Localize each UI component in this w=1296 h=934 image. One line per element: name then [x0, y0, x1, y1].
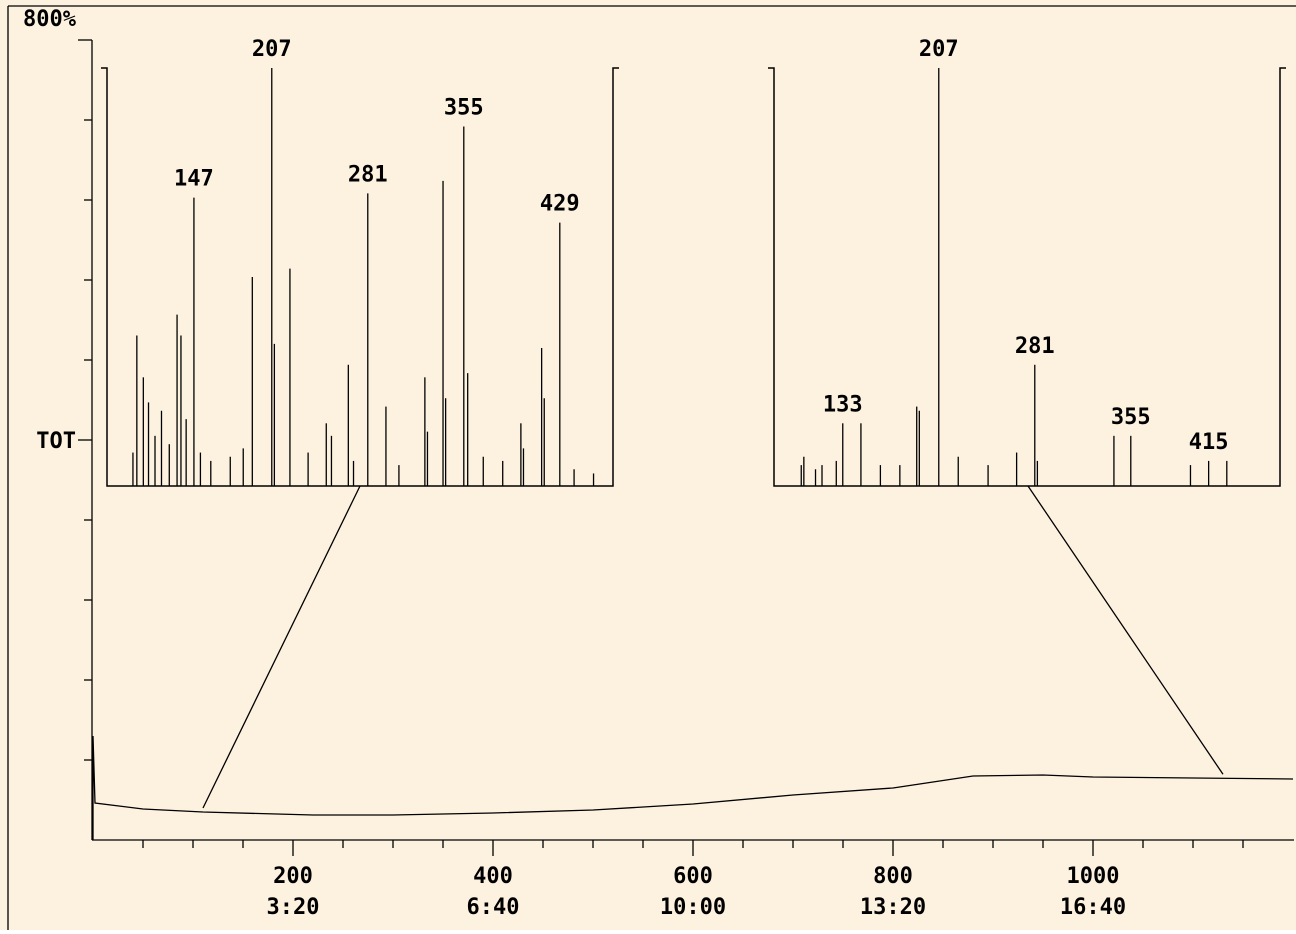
peak-label: 207 [252, 37, 292, 62]
x-tick-label: 200 [273, 864, 313, 889]
y-tick-label: TOT [36, 429, 76, 454]
peak-label: 415 [1189, 430, 1229, 455]
peak-label: 133 [823, 392, 863, 417]
x-tick-label: 400 [473, 864, 513, 889]
x-tick-time-label: 6:40 [467, 895, 520, 920]
x-tick-time-label: 16:40 [1060, 895, 1126, 920]
peak-label: 281 [348, 162, 388, 187]
peak-label: 281 [1015, 334, 1055, 359]
tic-trace [92, 735, 1294, 840]
x-tick-time-label: 13:20 [860, 895, 926, 920]
inset-frame [768, 67, 1286, 487]
y-tick-label: 800% [23, 7, 77, 32]
peak-label: 147 [174, 167, 214, 192]
peak-label: 355 [444, 96, 484, 121]
x-tick-time-label: 10:00 [660, 895, 726, 920]
peak-label: 207 [919, 37, 959, 62]
zoom-connector [1027, 485, 1224, 775]
zoom-connector [202, 485, 361, 809]
peak-label: 355 [1111, 405, 1151, 430]
x-tick-label: 800 [873, 864, 913, 889]
x-tick-time-label: 3:20 [267, 895, 320, 920]
x-tick-label: 1000 [1067, 864, 1120, 889]
x-tick-label: 600 [673, 864, 713, 889]
peak-label: 429 [540, 192, 580, 217]
